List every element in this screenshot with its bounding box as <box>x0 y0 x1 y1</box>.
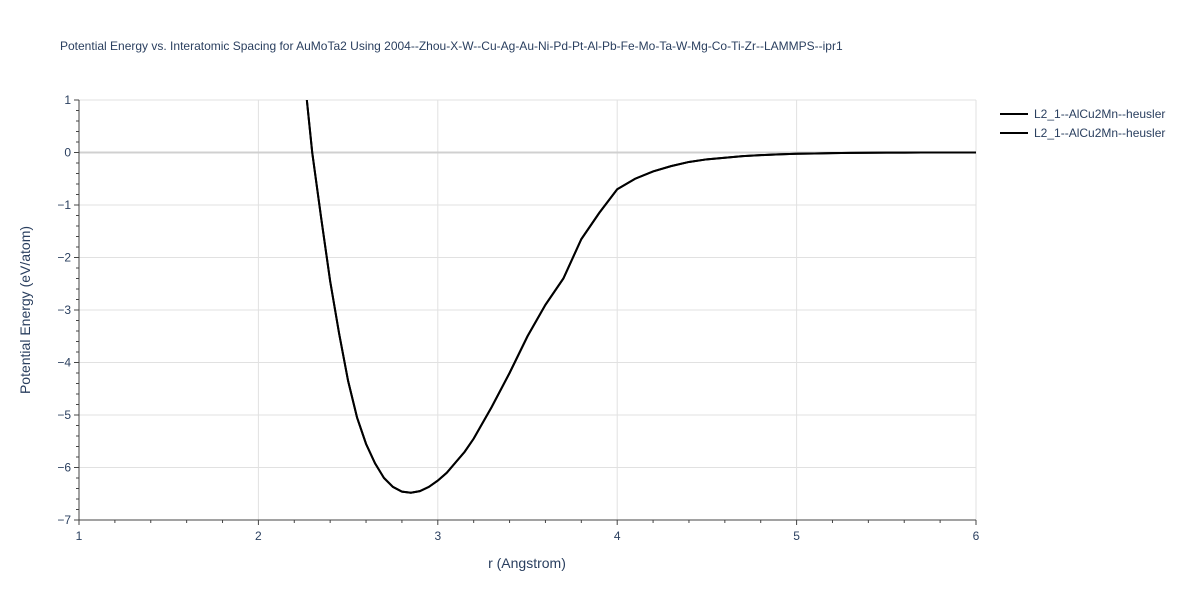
legend-label: L2_1--AlCu2Mn--heusler <box>1034 107 1165 121</box>
y-axis-label: Potential Energy (eV/atom) <box>17 226 33 394</box>
x-tick-label: 1 <box>76 529 83 543</box>
series-layer <box>305 100 976 494</box>
x-axis-label: r (Angstrom) <box>488 555 566 571</box>
tick-layer: 1 2 3 4 5 6 1 0 −1 −2 −3 −4 −5 −6 −7 <box>57 93 979 543</box>
x-tick-label: 2 <box>255 529 262 543</box>
y-tick-label: −4 <box>57 356 71 370</box>
y-tick-label: 0 <box>64 146 71 160</box>
y-tick-label: −3 <box>57 303 71 317</box>
y-tick-label: −1 <box>57 198 71 212</box>
legend-label: L2_1--AlCu2Mn--heusler <box>1034 126 1165 140</box>
x-tick-label: 5 <box>793 529 800 543</box>
y-tick-label: −2 <box>57 251 71 265</box>
chart-title: Potential Energy vs. Interatomic Spacing… <box>60 39 843 53</box>
x-tick-label: 6 <box>973 529 980 543</box>
y-tick-label: −5 <box>57 408 71 422</box>
y-tick-label: 1 <box>64 93 71 107</box>
y-tick-label: −7 <box>57 513 71 527</box>
y-tick-label: −6 <box>57 461 71 475</box>
grid-layer <box>79 99 977 520</box>
plot-area <box>305 100 976 494</box>
legend: L2_1--AlCu2Mn--heusler L2_1--AlCu2Mn--heu… <box>1000 107 1165 140</box>
series-line <box>305 100 976 494</box>
x-tick-label: 4 <box>614 529 621 543</box>
series-line <box>305 100 976 494</box>
x-tick-label: 3 <box>434 529 441 543</box>
